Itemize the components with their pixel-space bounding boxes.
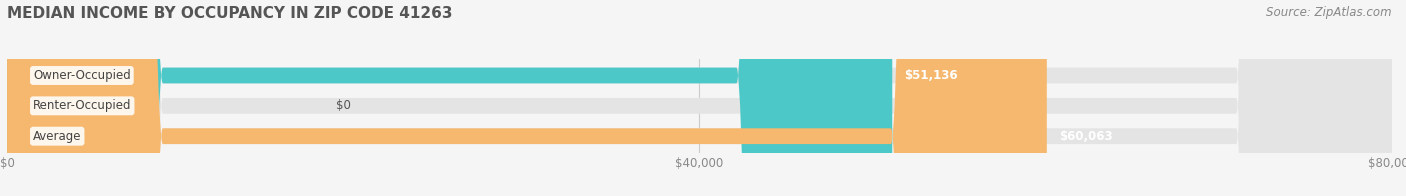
Text: MEDIAN INCOME BY OCCUPANCY IN ZIP CODE 41263: MEDIAN INCOME BY OCCUPANCY IN ZIP CODE 4…	[7, 6, 453, 21]
Text: $51,136: $51,136	[904, 69, 957, 82]
Text: Renter-Occupied: Renter-Occupied	[32, 99, 132, 112]
FancyBboxPatch shape	[7, 0, 1392, 196]
Text: Source: ZipAtlas.com: Source: ZipAtlas.com	[1267, 6, 1392, 19]
FancyBboxPatch shape	[7, 0, 893, 196]
FancyBboxPatch shape	[7, 0, 1392, 196]
FancyBboxPatch shape	[7, 0, 1047, 196]
Text: $0: $0	[336, 99, 352, 112]
Text: $60,063: $60,063	[1059, 130, 1112, 143]
Text: Owner-Occupied: Owner-Occupied	[32, 69, 131, 82]
FancyBboxPatch shape	[7, 0, 1392, 196]
Text: Average: Average	[32, 130, 82, 143]
